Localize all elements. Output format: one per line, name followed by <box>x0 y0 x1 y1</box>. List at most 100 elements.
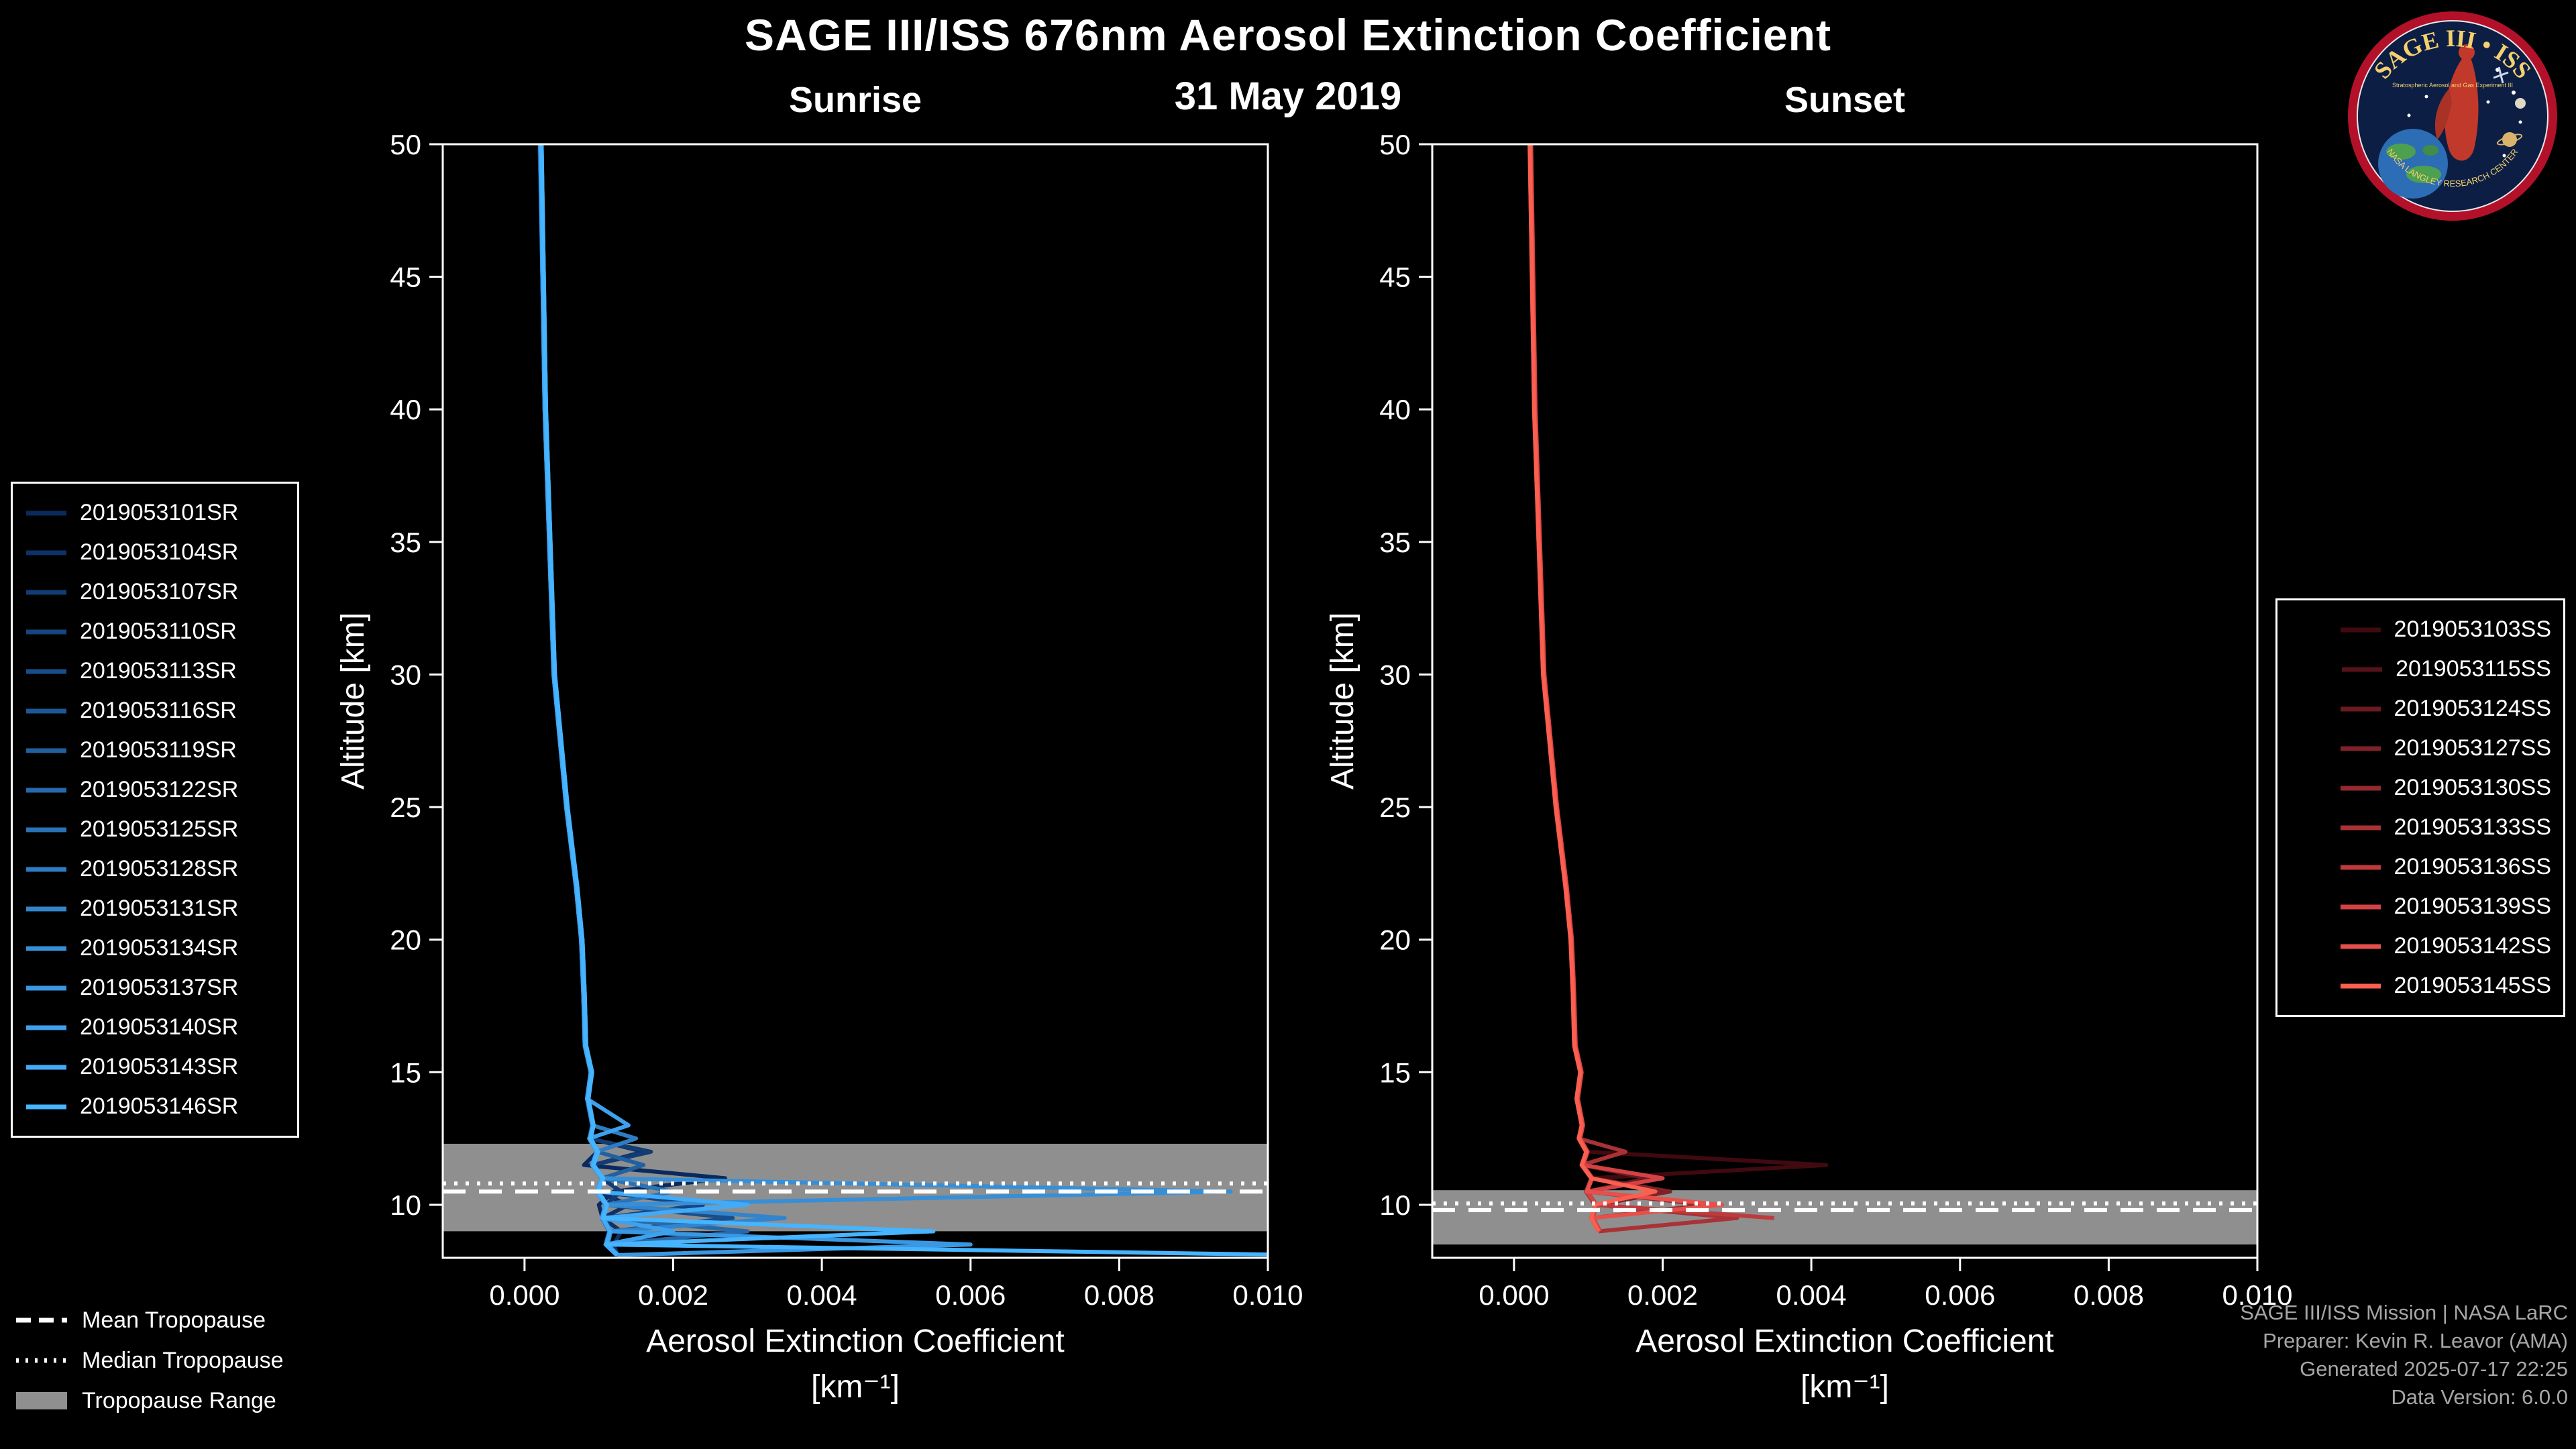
legend-line-swatch <box>2340 904 2381 909</box>
legend-item: 2019053116SR <box>25 691 285 731</box>
x-tick-label: 0.008 <box>1084 1279 1155 1311</box>
legend-item: 2019053107SR <box>25 572 285 612</box>
tropopause-range-label: Tropopause Range <box>82 1387 276 1413</box>
legend-line-swatch <box>2340 825 2381 830</box>
plot-frame <box>441 143 1269 1259</box>
series-line-2019053146SR <box>539 144 1268 1257</box>
series-line-2019053134SR <box>539 144 1233 1257</box>
legend-sunset: 2019053103SS 2019053115SS 2019053124SS 2019… <box>2275 598 2565 1017</box>
series-line-2019053145SS <box>1527 144 1658 1232</box>
x-tick-label: 0.002 <box>1627 1279 1698 1311</box>
x-tick-label: 0.000 <box>1479 1279 1549 1311</box>
x-tick-label: 0.008 <box>2074 1279 2144 1311</box>
legend-item-label: 2019053142SS <box>2394 933 2551 959</box>
legend-line-swatch <box>26 827 66 832</box>
legend-line-swatch <box>2340 706 2381 711</box>
legend-item: 2019053115SS <box>2290 649 2551 689</box>
legend-line-swatch <box>26 1104 66 1109</box>
logo-iss-icon <box>2493 66 2509 84</box>
x-tick-label: 0.010 <box>1232 1279 1303 1311</box>
legend-line-swatch <box>2340 983 2381 988</box>
tropopause-range-swatch-icon <box>16 1392 67 1409</box>
y-tick-label: 40 <box>1379 394 1411 425</box>
series-line-2019053139SS <box>1529 144 1665 1232</box>
legend-line-swatch <box>2340 786 2381 790</box>
legend-item-label: 2019053128SR <box>80 856 239 881</box>
credits-mission: SAGE III/ISS Mission | NASA LaRC <box>2240 1301 2568 1324</box>
legend-item: 2019053122SR <box>25 770 285 810</box>
series-line-2019053140SR <box>538 144 676 1257</box>
y-tick-label: 20 <box>1379 924 1411 956</box>
series-line-2019053142SS <box>1528 144 1725 1220</box>
x-tick-label: 0.004 <box>787 1279 857 1311</box>
tropopause-legend-median-row: Median Tropopause <box>15 1340 284 1381</box>
y-axis-label: Altitude [km] <box>1325 612 1360 790</box>
legend-item: 2019053133SS <box>2290 808 2551 847</box>
x-tick-label: 0.004 <box>1776 1279 1847 1311</box>
median-tropopause-label: Median Tropopause <box>82 1347 284 1373</box>
legend-item: 2019053143SR <box>25 1047 285 1087</box>
y-tick-label: 50 <box>1379 129 1411 160</box>
legend-line-swatch <box>2340 865 2381 869</box>
credits-block: SAGE III/ISS Mission | NASA LaRC Prepare… <box>2240 1299 2568 1411</box>
plot-panel-sunset: 0.000 0.002 0.004 0.006 0.008 0.010 10 15 20 25 30… <box>1325 129 2293 1405</box>
credits-generated: Generated 2025-07-17 22:25 <box>2300 1357 2568 1381</box>
median-tropopause-dot-icon <box>16 1358 67 1363</box>
legend-item-label: 2019053136SS <box>2394 854 2551 879</box>
series-line-2019053136SS <box>1528 144 1774 1220</box>
y-tick-label: 50 <box>390 129 421 160</box>
legend-item-label: 2019053143SR <box>80 1054 239 1079</box>
legend-item: 2019053136SS <box>2290 847 2551 887</box>
legend-line-swatch <box>2342 667 2383 672</box>
legend-line-swatch <box>26 906 66 911</box>
legend-line-swatch <box>26 590 66 594</box>
logo-earth <box>2378 129 2448 199</box>
legend-item: 2019053134SR <box>25 928 285 968</box>
series-line-2019053101SR <box>537 144 728 1257</box>
legend-item-label: 2019053116SR <box>80 698 237 723</box>
legend-item: 2019053140SR <box>25 1008 285 1047</box>
legend-item: 2019053127SS <box>2290 729 2551 768</box>
legend-item: 2019053103SS <box>2290 610 2551 649</box>
legend-item: 2019053110SR <box>25 612 285 651</box>
y-tick-label: 30 <box>1379 659 1411 691</box>
legend-item-label: 2019053125SR <box>80 816 239 842</box>
legend-item-label: 2019053122SR <box>80 777 239 802</box>
legend-line-swatch <box>26 946 66 951</box>
legend-item: 2019053139SS <box>2290 887 2551 926</box>
legend-item: 2019053130SS <box>2290 768 2551 808</box>
legend-item-label: 2019053134SR <box>80 935 239 961</box>
legend-item-label: 2019053110SR <box>80 619 237 644</box>
legend-item: 2019053119SR <box>25 731 285 770</box>
logo-stars <box>2407 68 2522 158</box>
x-axis-label: Aerosol Extinction Coefficient <box>1635 1324 2053 1359</box>
x-tick-label: 0.000 <box>489 1279 559 1311</box>
legend-item-label: 2019053127SS <box>2394 735 2551 761</box>
plot-panel-sunrise: 0.000 0.002 0.004 0.006 0.008 0.010 10 15 20 25 30… <box>335 129 1303 1405</box>
logo-figure <box>2434 44 2479 161</box>
legend-item: 2019053104SR <box>25 533 285 572</box>
x-tick-label: 0.010 <box>2222 1279 2292 1311</box>
y-tick-label: 10 <box>1379 1189 1411 1221</box>
series-line-2019053125SR <box>539 144 676 1257</box>
series-line-2019053137SR <box>539 144 973 1257</box>
series-line-2019053133SS <box>1527 144 1739 1234</box>
legend-line-swatch <box>2340 627 2381 632</box>
legend-sunrise: 2019053101SR 2019053104SR 2019053107SR 2019… <box>11 482 299 1138</box>
legend-item-label: 2019053133SS <box>2394 814 2551 840</box>
date-label: 31 May 2019 <box>1174 74 1402 118</box>
legend-item-label: 2019053137SR <box>80 975 239 1000</box>
x-axis-units-label: [km⁻¹] <box>1801 1369 1889 1405</box>
credits-preparer: Preparer: Kevin R. Leavor (AMA) <box>2263 1329 2568 1352</box>
y-tick-label: 25 <box>1379 792 1411 823</box>
y-tick-label: 15 <box>390 1057 421 1088</box>
y-tick-label: 45 <box>1379 262 1411 293</box>
legend-item-label: 2019053124SS <box>2394 696 2551 721</box>
legend-item: 2019053131SR <box>25 889 285 928</box>
legend-line-swatch <box>26 629 66 634</box>
legend-item-label: 2019053104SR <box>80 539 239 565</box>
legend-item: 2019053137SR <box>25 968 285 1008</box>
y-tick-label: 35 <box>390 527 421 558</box>
legend-line-swatch <box>2340 746 2381 751</box>
